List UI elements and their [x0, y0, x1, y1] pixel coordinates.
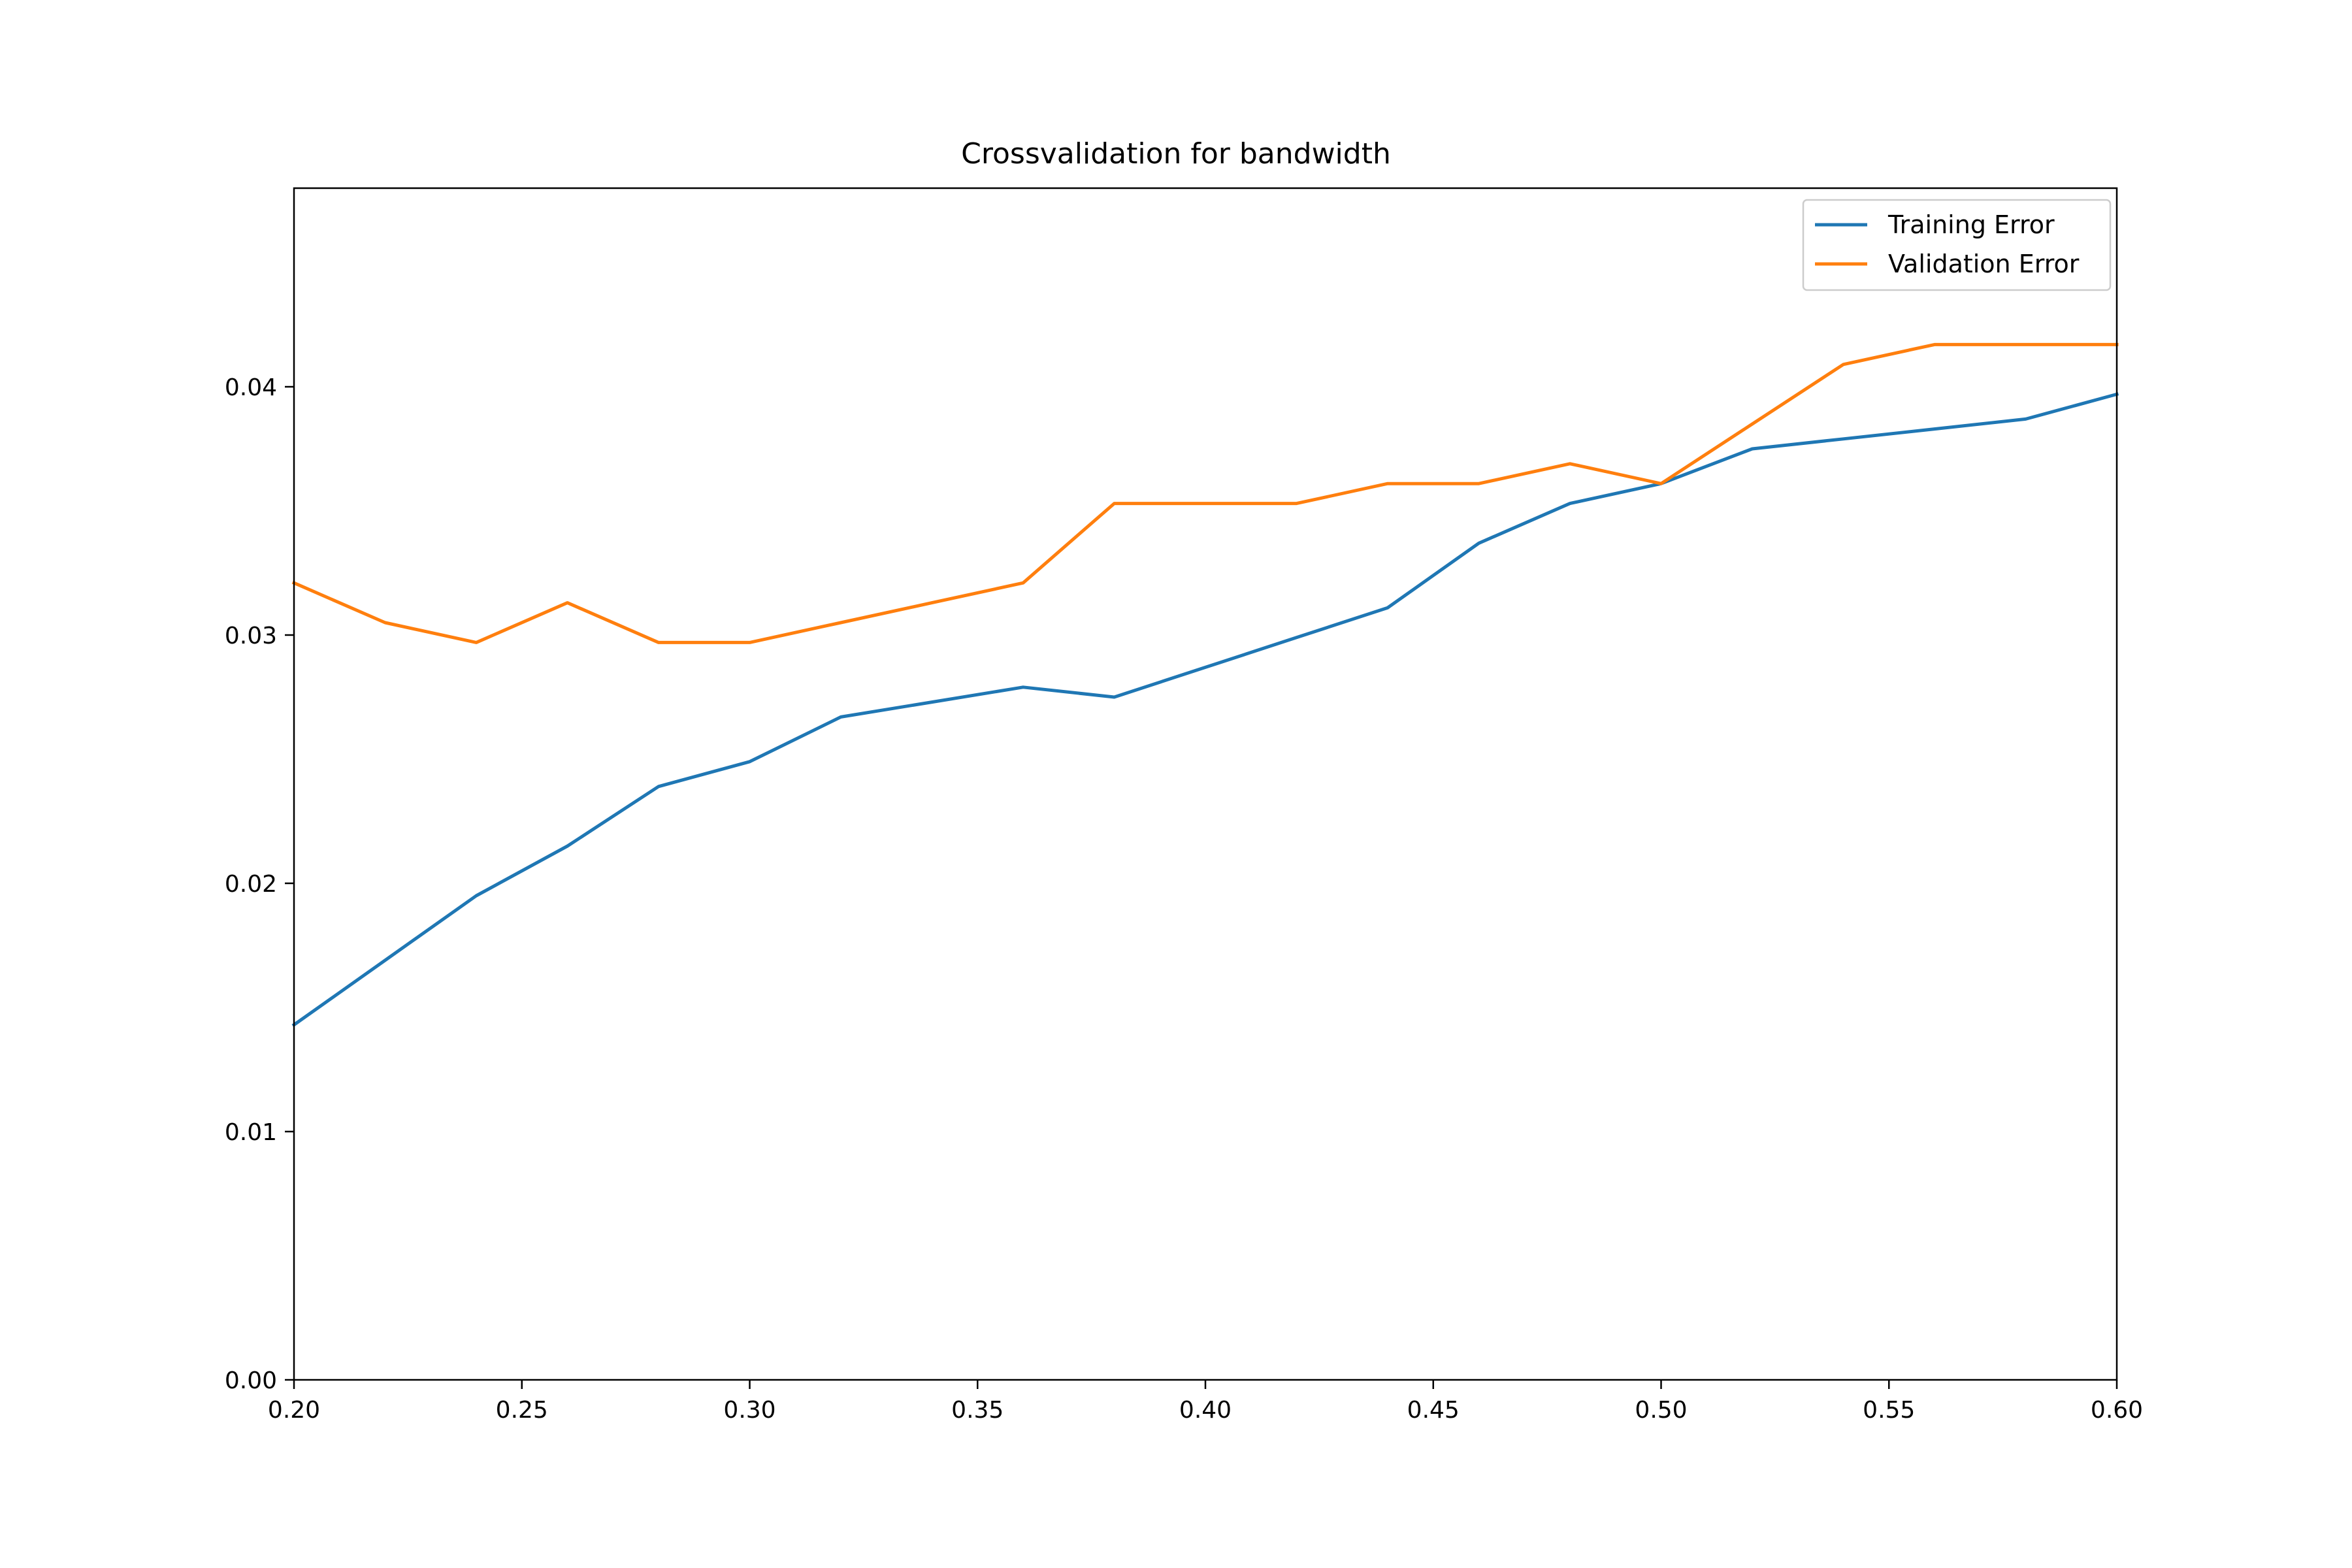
y-tick-label: 0.04 [225, 374, 277, 401]
legend-box [1802, 199, 2112, 291]
x-tick-label: 0.60 [2091, 1397, 2143, 1424]
x-tick-label: 0.50 [1635, 1397, 1687, 1424]
x-tick-label: 0.25 [496, 1397, 548, 1424]
x-tick-label: 0.45 [1407, 1397, 1460, 1424]
legend-label-1: Validation Error [1888, 250, 2080, 278]
series-layer [291, 342, 2119, 1028]
series-line-0 [291, 392, 2119, 1028]
x-tick-label: 0.35 [951, 1397, 1004, 1424]
chart-title: Crossvalidation for bandwidth [961, 137, 1391, 171]
x-tick-label: 0.40 [1179, 1397, 1232, 1424]
y-tick-label: 0.03 [225, 623, 277, 649]
legend-label-0: Training Error [1887, 210, 2055, 239]
legend: Training Error Validation Error [1802, 199, 2112, 291]
x-tick-label: 0.55 [1863, 1397, 1915, 1424]
axes-layer: 0.20 0.25 0.30 0.35 0.40 0.45 0.50 0.55 0.60 0.00… [225, 187, 2143, 1424]
x-tick-label: 0.20 [268, 1397, 320, 1424]
series-line-1 [291, 342, 2119, 644]
y-tick-label: 0.02 [225, 871, 277, 898]
y-tick-label: 0.01 [225, 1119, 277, 1146]
x-tick-label: 0.30 [723, 1397, 776, 1424]
y-tick-label: 0.00 [225, 1367, 277, 1394]
